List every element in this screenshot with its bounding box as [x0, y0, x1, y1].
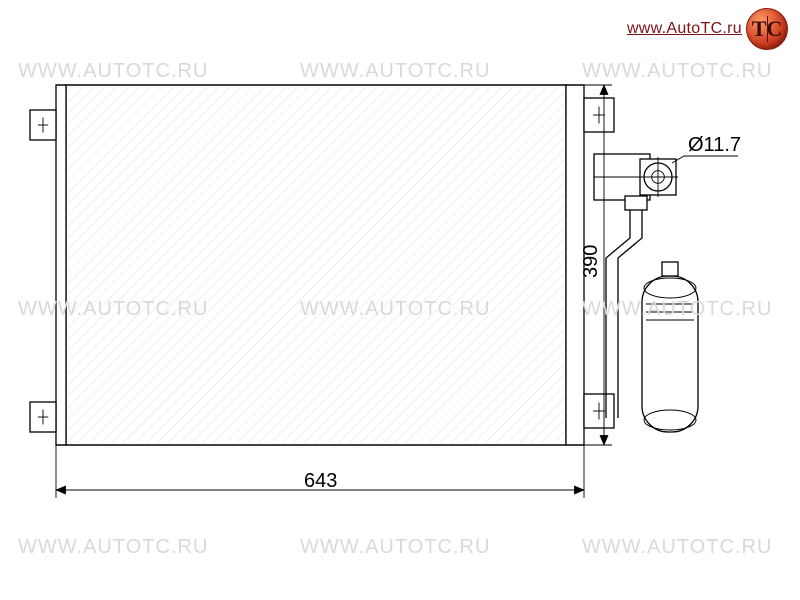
- dimension-height-label: 390: [580, 245, 603, 278]
- technical-drawing: [0, 0, 800, 600]
- brand-badge-icon: TC: [746, 8, 788, 50]
- brand-logo: www.AutoTC.ru TC: [627, 8, 788, 50]
- dimension-diameter-label: Ø11.7: [688, 134, 741, 157]
- dimension-width-label: 643: [304, 470, 337, 493]
- brand-url: www.AutoTC.ru: [627, 20, 742, 38]
